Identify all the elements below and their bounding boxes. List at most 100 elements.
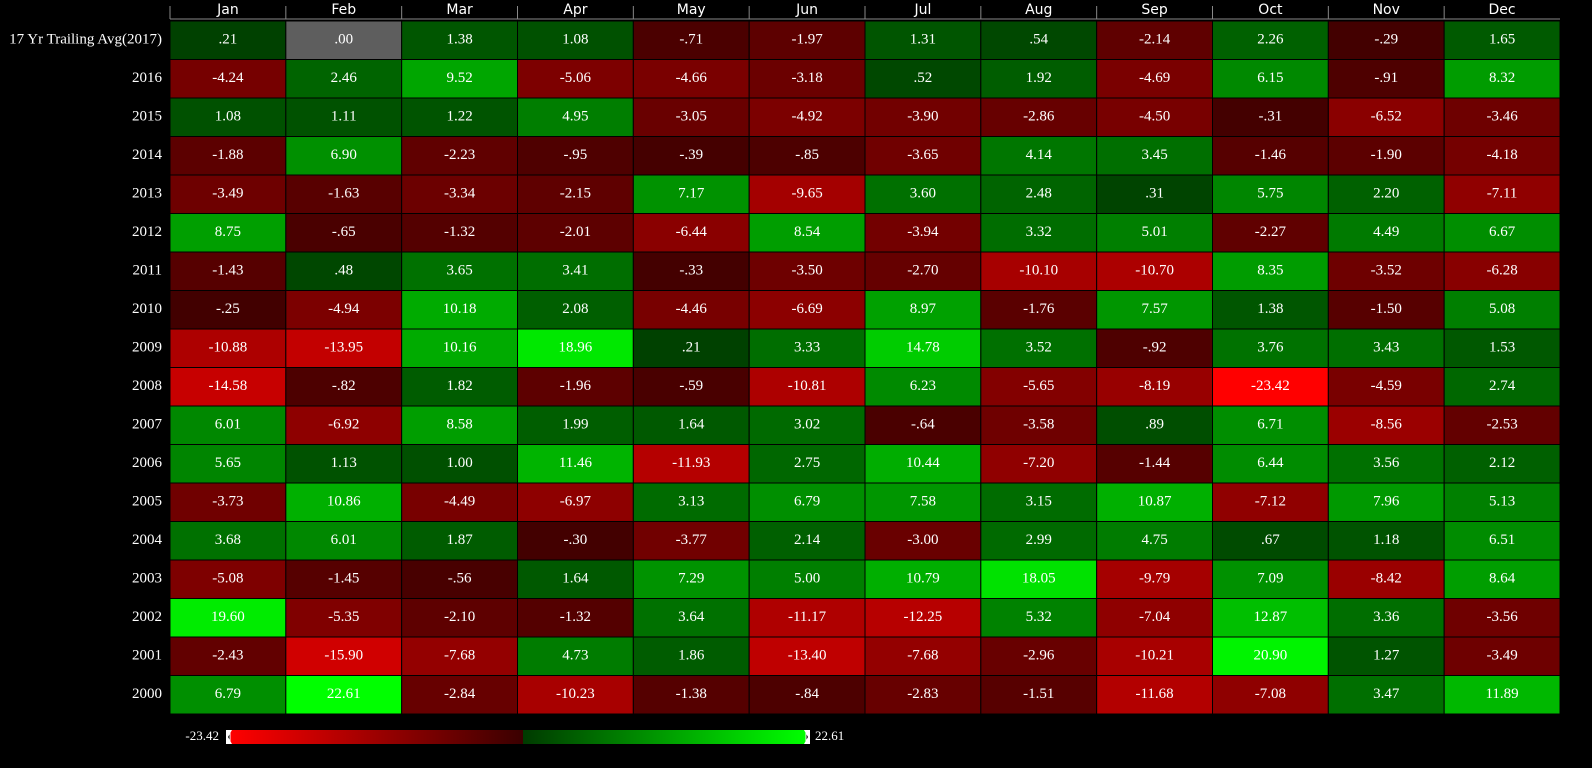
colorbar-cap — [226, 730, 232, 744]
cell-label: 4.14 — [1026, 147, 1053, 163]
colorbar — [230, 730, 806, 744]
cell-label: -.95 — [564, 147, 588, 163]
cell-label: 5.00 — [794, 571, 820, 587]
cell-label: 3.32 — [1026, 224, 1052, 240]
heatmap-cell — [517, 405, 634, 445]
heatmap-cell — [517, 290, 634, 330]
heatmap-cell — [401, 251, 518, 291]
heatmap-cell — [1443, 367, 1561, 407]
cell-label: 18.96 — [559, 340, 593, 356]
column-header: Feb — [331, 2, 356, 18]
cell-label: -6.92 — [328, 417, 359, 433]
cell-label: 4.49 — [1373, 224, 1399, 240]
cell-label: 20.90 — [1254, 648, 1288, 664]
cell-label: -7.68 — [444, 648, 475, 664]
cell-label: 2.46 — [331, 70, 358, 86]
cell-label: -6.44 — [676, 224, 708, 240]
heatmap-cell — [1212, 290, 1329, 330]
cell-label: -8.19 — [1139, 378, 1170, 394]
heatmap-cell — [1212, 136, 1329, 176]
heatmap-cell — [169, 482, 287, 522]
row-label: 2000 — [132, 686, 162, 702]
cell-label: -1.50 — [1371, 301, 1402, 317]
cell-label: -1.51 — [1023, 686, 1054, 702]
heatmap-cell — [1327, 136, 1445, 176]
cell-label: 8.58 — [446, 417, 472, 433]
cell-label: 2.08 — [562, 301, 588, 317]
heatmap-cell — [864, 251, 982, 291]
heatmap-cell — [169, 213, 287, 253]
colorbar-cap — [804, 730, 810, 744]
heatmap-cell — [517, 174, 634, 214]
column-header: Jul — [913, 2, 931, 18]
cell-label: -1.44 — [1139, 455, 1171, 471]
cell-label: 8.64 — [1489, 571, 1516, 587]
cell-label: -1.38 — [676, 686, 707, 702]
heatmap-cell — [1096, 367, 1213, 407]
heatmap-cell — [285, 251, 403, 291]
row-label: 2008 — [132, 378, 162, 394]
heatmap-cell — [632, 213, 750, 253]
heatmap-cell — [1443, 444, 1561, 484]
cell-label: 1.18 — [1373, 532, 1399, 548]
cell-label: 19.60 — [211, 609, 245, 625]
row-label: 17 Yr Trailing Avg(2017) — [9, 32, 162, 48]
heatmap-cell — [401, 174, 518, 214]
heatmap-cell — [864, 20, 982, 60]
cell-label: 7.29 — [678, 571, 704, 587]
heatmap-cell — [1096, 521, 1213, 561]
cell-label: -.92 — [1143, 340, 1167, 356]
cell-label: 1.65 — [1489, 32, 1515, 48]
heatmap-cell — [980, 328, 1098, 368]
cell-label: 6.44 — [1257, 455, 1284, 471]
cell-label: -3.58 — [1023, 417, 1054, 433]
cell-label: -7.20 — [1023, 455, 1054, 471]
cell-label: 1.08 — [562, 32, 588, 48]
cell-label: -2.43 — [212, 648, 243, 664]
heatmap-cell — [1212, 213, 1329, 253]
heatmap-cell — [1327, 213, 1445, 253]
cell-label: 3.02 — [794, 417, 820, 433]
cell-label: 8.54 — [794, 224, 821, 240]
heatmap-cell — [632, 482, 750, 522]
heatmap-cell — [632, 59, 750, 99]
cell-label: -7.68 — [907, 648, 938, 664]
cell-label: -3.65 — [907, 147, 938, 163]
heatmap-cell — [980, 598, 1098, 638]
cell-label: -4.50 — [1139, 109, 1170, 125]
cell-label: 3.13 — [678, 494, 704, 510]
cell-label: -1.97 — [791, 32, 823, 48]
row-label: 2009 — [132, 340, 162, 356]
cell-label: 1.64 — [678, 417, 705, 433]
heatmap-cell — [285, 482, 403, 522]
heatmap-cell — [285, 521, 403, 561]
heatmap-cell — [864, 636, 982, 676]
heatmap-cell — [1212, 174, 1329, 214]
heatmap-cell — [517, 675, 634, 715]
row-label: 2011 — [133, 263, 162, 279]
cell-label: 1.92 — [1026, 70, 1052, 86]
cell-label: -4.24 — [212, 70, 244, 86]
row-label: 2013 — [132, 186, 162, 202]
cell-label: .31 — [1145, 186, 1164, 202]
column-header: Dec — [1489, 2, 1516, 18]
heatmap-cell — [1443, 521, 1561, 561]
cell-label: 10.44 — [906, 455, 940, 471]
cell-label: -.91 — [1374, 70, 1398, 86]
cell-label: -3.77 — [676, 532, 708, 548]
heatmap-cell — [1327, 675, 1445, 715]
cell-label: 6.15 — [1257, 70, 1283, 86]
heatmap-cell — [517, 367, 634, 407]
cell-label: 3.76 — [1257, 340, 1284, 356]
cell-label: .21 — [682, 340, 701, 356]
cell-label: 5.32 — [1026, 609, 1052, 625]
cell-label: 6.01 — [331, 532, 357, 548]
heatmap-cell — [1096, 97, 1213, 137]
heatmap-cell — [1096, 405, 1213, 445]
heatmap-cell — [632, 675, 750, 715]
colorbar-max-label: 22.61 — [815, 728, 844, 743]
heatmap-cell — [748, 598, 866, 638]
cell-label: .52 — [914, 70, 933, 86]
cell-label: 6.90 — [331, 147, 357, 163]
heatmap-cell — [1443, 598, 1561, 638]
